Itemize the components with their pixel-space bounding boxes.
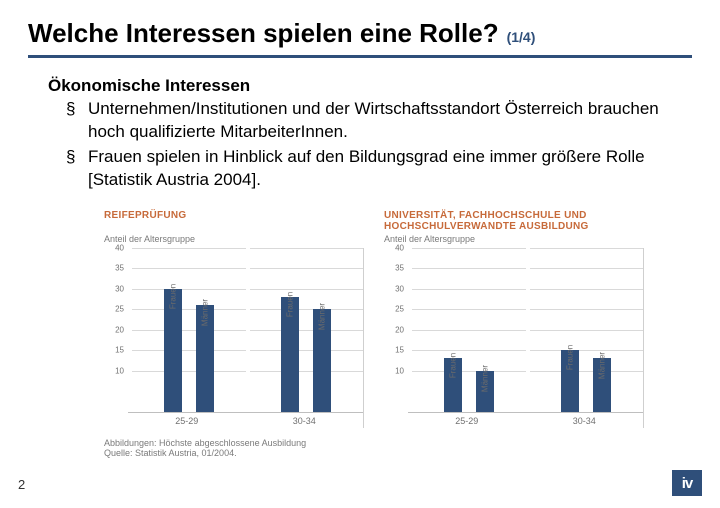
bar: Frauen — [281, 297, 299, 412]
bar: Männer — [313, 309, 331, 412]
x-tick-label: 30-34 — [526, 413, 644, 428]
bar-label: Frauen — [286, 292, 295, 317]
section-heading: Ökonomische Interessen — [48, 76, 672, 96]
y-tick-label: 40 — [386, 243, 404, 252]
chart-title: UNIVERSITÄT, FACHHOCHSCHULE UND HOCHSCHU… — [384, 210, 644, 234]
x-tick-label: 25-29 — [128, 413, 246, 428]
bar-label: Männer — [598, 352, 607, 379]
y-tick-label: 35 — [386, 264, 404, 273]
chart-plot: 10152025303540FrauenMännerFrauenMänner25… — [384, 248, 644, 428]
y-tick-label: 30 — [386, 284, 404, 293]
bar-label: Frauen — [566, 345, 575, 370]
caption-line: Quelle: Statistik Austria, 01/2004. — [104, 448, 672, 458]
page-number: 2 — [18, 477, 25, 492]
title-bar: Welche Interessen spielen eine Rolle? (1… — [28, 18, 692, 58]
bar: Frauen — [444, 358, 462, 411]
slide-pager: (1/4) — [507, 29, 536, 45]
bar-label: Männer — [318, 303, 327, 330]
bar-label: Männer — [200, 299, 209, 326]
slide-title: Welche Interessen spielen eine Rolle? — [28, 18, 499, 49]
bar: Männer — [196, 305, 214, 412]
y-tick-label: 20 — [106, 325, 124, 334]
x-tick-label: 25-29 — [408, 413, 526, 428]
y-tick-label: 15 — [386, 346, 404, 355]
chart-plot: 10152025303540FrauenMännerFrauenMänner25… — [104, 248, 364, 428]
charts-row: REIFEPRÜFUNGAnteil der Altersgruppe10152… — [48, 210, 672, 428]
bullet-item: Unternehmen/Institutionen und der Wirtsc… — [66, 98, 672, 144]
y-tick-label: 20 — [386, 325, 404, 334]
bar: Männer — [476, 371, 494, 412]
chart-title: REIFEPRÜFUNG — [104, 210, 364, 234]
chart-subtitle: Anteil der Altersgruppe — [384, 234, 644, 244]
bar-label: Frauen — [448, 353, 457, 378]
bar: Frauen — [164, 289, 182, 412]
y-tick-label: 25 — [106, 305, 124, 314]
caption-line: Abbildungen: Höchste abgeschlossene Ausb… — [104, 438, 672, 448]
y-tick-label: 30 — [106, 284, 124, 293]
y-tick-label: 10 — [106, 366, 124, 375]
y-tick-label: 10 — [386, 366, 404, 375]
chart-panel: REIFEPRÜFUNGAnteil der Altersgruppe 10 15 2… — [104, 210, 364, 428]
chart-subtitle: Anteil der Altersgruppe — [104, 234, 364, 244]
y-tick-label: 40 — [106, 243, 124, 252]
logo: iv — [672, 470, 702, 496]
logo-text: iv — [682, 475, 693, 492]
bar: Männer — [593, 358, 611, 411]
bullet-list: Unternehmen/Institutionen und der Wirtsc… — [48, 98, 672, 192]
slide-content: Ökonomische Interessen Unternehmen/Insti… — [28, 76, 692, 458]
y-tick-label: 15 — [106, 346, 124, 355]
y-tick-label: 25 — [386, 305, 404, 314]
x-tick-label: 30-34 — [246, 413, 364, 428]
y-tick-label: 35 — [106, 264, 124, 273]
bar-label: Männer — [480, 365, 489, 392]
bar: Frauen — [561, 350, 579, 412]
bullet-item: Frauen spielen in Hinblick auf den Bildu… — [66, 146, 672, 192]
bar-label: Frauen — [168, 284, 177, 309]
chart-panel: UNIVERSITÄT, FACHHOCHSCHULE UND HOCHSCHU… — [384, 210, 644, 428]
chart-caption: Abbildungen: Höchste abgeschlossene Ausb… — [48, 438, 672, 458]
